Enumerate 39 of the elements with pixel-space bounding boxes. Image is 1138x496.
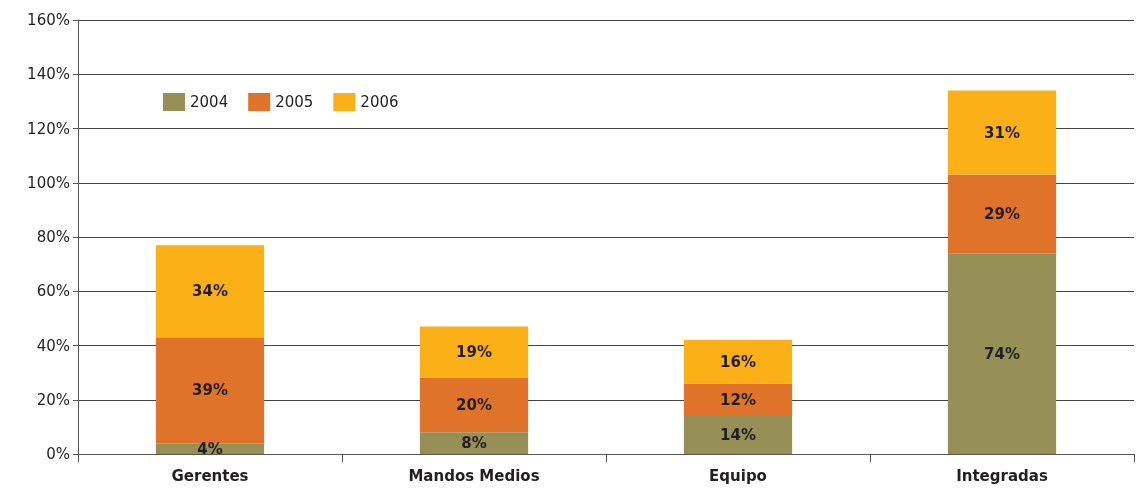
y-tick-label: 120% (27, 119, 70, 138)
bar (419, 326, 529, 379)
y-tick-label: 20% (36, 390, 70, 409)
legend-label: 2006 (360, 93, 399, 111)
data-label: 20% (456, 396, 492, 415)
data-label: 8% (461, 434, 487, 453)
bar (155, 245, 265, 338)
data-label: 4% (197, 439, 223, 458)
bar (947, 90, 1057, 175)
bar (683, 340, 793, 384)
data-label: 34% (192, 282, 228, 301)
x-tick-label: Equipo (709, 466, 767, 485)
y-tick-label: 0% (46, 445, 70, 463)
y-tick-label: 140% (27, 65, 70, 84)
data-label: 39% (192, 381, 228, 400)
x-tick-label: Mandos Medios (408, 466, 540, 485)
y-tick-label: 100% (27, 173, 70, 192)
bar (155, 337, 265, 444)
legend-label: 2004 (190, 93, 229, 111)
bar (419, 378, 529, 433)
data-label: 74% (984, 344, 1020, 363)
legend-label: 2005 (275, 93, 314, 111)
bar (683, 383, 793, 417)
bar (419, 432, 529, 454)
x-tick-label: Integradas (956, 466, 1048, 485)
x-tick-label: Gerentes (171, 466, 249, 485)
data-label: 31% (984, 123, 1020, 142)
bar (947, 253, 1057, 454)
y-tick-label: 40% (36, 336, 70, 355)
data-label: 12% (720, 390, 756, 409)
bar (947, 174, 1057, 254)
data-label: 29% (984, 204, 1020, 223)
data-label: 19% (456, 343, 492, 362)
data-label: 14% (720, 426, 756, 445)
y-tick-label: 60% (36, 282, 70, 301)
data-label: 16% (720, 352, 756, 371)
y-tick-label: 80% (36, 228, 70, 246)
bar (683, 416, 793, 454)
y-tick-label: 160% (27, 11, 70, 29)
